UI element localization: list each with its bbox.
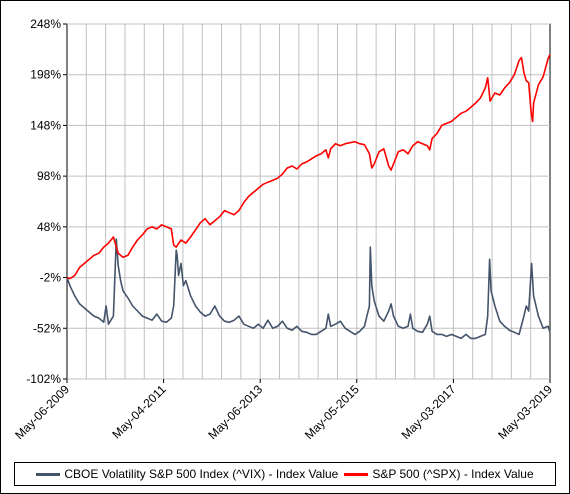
legend: CBOE Volatility S&P 500 Index (^VIX) - I… (14, 462, 556, 486)
legend-label-spx: S&P 500 (^SPX) - Index Value (372, 467, 534, 481)
x-tick-label: May-05-2015 (302, 382, 362, 442)
legend-entry-spx: S&P 500 (^SPX) - Index Value (344, 467, 534, 481)
y-tick-label: -102% (26, 372, 61, 386)
y-tick-label: -2% (40, 271, 62, 285)
spx-line (66, 54, 551, 280)
vix-line (66, 238, 551, 340)
x-tick-label: May-06-2009 (12, 382, 72, 442)
x-tick-label: May-03-2019 (495, 382, 555, 442)
horizontal-gridlines (67, 23, 550, 380)
legend-label-vix: CBOE Volatility S&P 500 Index (^VIX) - I… (64, 467, 339, 481)
vertical-gridlines (85, 24, 532, 379)
legend-entry-vix: CBOE Volatility S&P 500 Index (^VIX) - I… (36, 467, 338, 481)
x-tick-label: May-04-2011 (109, 382, 168, 441)
y-tick-label: 198% (30, 68, 61, 82)
x-tick-label: May-03-2017 (399, 382, 459, 442)
legend-swatch-vix (36, 472, 61, 476)
plot-area (66, 23, 551, 380)
y-tick-label: 148% (30, 118, 61, 132)
x-tick-label: May-06-2013 (205, 382, 265, 442)
series-lines (66, 54, 551, 340)
legend-swatch-spx (344, 472, 369, 476)
y-tick-label: 48% (37, 220, 61, 234)
y-tick-label: 98% (37, 169, 61, 183)
y-tick-label: 248% (30, 17, 61, 31)
x-axis-tick-labels: May-06-2009 May-04-2011 May-06-2013 May-05-… (12, 379, 555, 442)
y-tick-label: -52% (33, 321, 61, 335)
y-axis-tick-labels: 248% 198% 148% 98% 48% -2% -52% -102% (26, 17, 67, 386)
